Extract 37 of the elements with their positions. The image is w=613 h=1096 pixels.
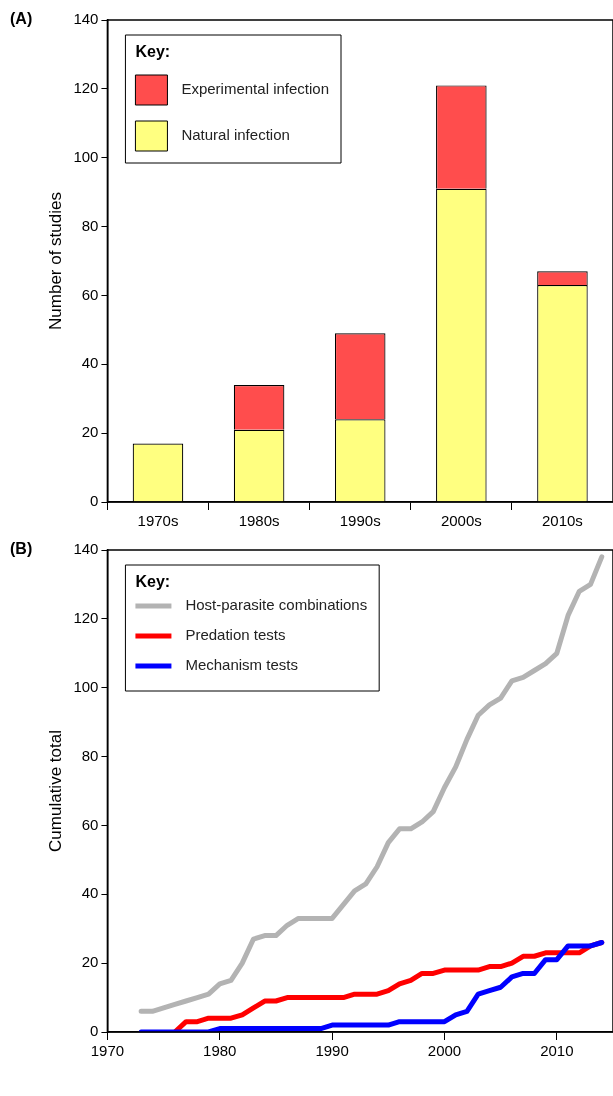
x-tick-label: 1970 xyxy=(90,1042,125,1060)
y-tick-label: 0 xyxy=(90,492,99,510)
legend-label: Host-parasite combinations xyxy=(185,596,368,614)
x-tick-label: 2010s xyxy=(542,512,583,530)
y-tick-label: 20 xyxy=(81,953,99,971)
x-tick-label: 2010 xyxy=(540,1042,574,1060)
legend-label: Mechanism tests xyxy=(185,656,298,674)
y-tick-label: 40 xyxy=(81,884,99,902)
y-tick-label: 60 xyxy=(81,285,99,303)
chart-title: (A) xyxy=(10,10,33,28)
x-tick-label: 1970s xyxy=(137,512,179,530)
x-tick-label: 2000 xyxy=(427,1042,462,1060)
x-tick-label: 1980s xyxy=(238,512,280,530)
y-tick-label: 80 xyxy=(81,216,99,234)
y-tick-label: 140 xyxy=(73,540,99,558)
y-tick-label: 100 xyxy=(73,677,99,695)
legend-title: Key: xyxy=(135,43,171,61)
y-axis-title: Number of studies xyxy=(45,192,65,330)
legend-label: Natural infection xyxy=(181,126,290,144)
x-tick-label: 1980 xyxy=(203,1042,237,1060)
y-tick-label: 60 xyxy=(81,815,99,833)
y-tick-label: 120 xyxy=(73,79,99,96)
x-tick-label: 2000s xyxy=(440,512,482,530)
chart-title: (B) xyxy=(10,540,33,558)
legend-label: Predation tests xyxy=(185,626,286,644)
legend-title: Key: xyxy=(135,573,171,591)
y-tick-label: 0 xyxy=(90,1022,99,1040)
x-tick-label: 1990s xyxy=(339,512,381,530)
y-axis-title: Cumulative total xyxy=(45,730,65,852)
y-tick-label: 100 xyxy=(73,147,99,165)
y-tick-label: 120 xyxy=(73,609,99,626)
y-tick-label: 140 xyxy=(73,10,99,28)
legend-label: Experimental infection xyxy=(181,80,329,98)
y-tick-label: 20 xyxy=(81,423,99,441)
x-tick-label: 1990 xyxy=(315,1042,349,1060)
y-tick-label: 40 xyxy=(81,354,99,372)
y-tick-label: 80 xyxy=(81,746,99,764)
